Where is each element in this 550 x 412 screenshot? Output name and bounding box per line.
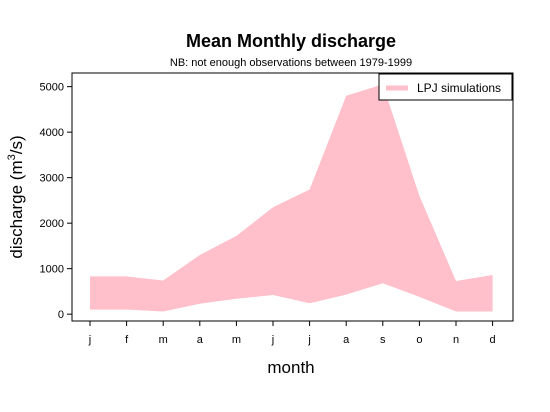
y-axis-title-superscript: 3 [6, 154, 18, 160]
chart-title: Mean Monthly discharge [186, 31, 396, 51]
y-tick-label: 1000 [40, 264, 64, 276]
area-layer [90, 84, 493, 312]
y-tick-label: 5000 [40, 82, 64, 94]
x-tick-label: n [453, 334, 459, 346]
x-tick-label: m [159, 334, 168, 346]
x-tick-label: o [416, 334, 422, 346]
y-tick-label: 3000 [40, 173, 64, 185]
y-axis-title-end: /s) [7, 135, 26, 154]
x-tick-label: j [88, 334, 91, 346]
x-tick-label: m [232, 334, 241, 346]
area-band-series-0 [90, 84, 493, 312]
x-tick-label: a [197, 334, 204, 346]
y-tick-label: 0 [58, 309, 64, 321]
x-axis-title: month [267, 358, 314, 377]
x-tick-label: j [307, 334, 310, 346]
y-tick-label: 4000 [40, 127, 64, 139]
chart-subtitle: NB: not enough observations between 1979… [170, 57, 412, 69]
plot-frame [71, 72, 514, 322]
x-tick-label: j [271, 334, 274, 346]
legend-label: LPJ simulations [417, 81, 501, 95]
y-tick-label: 2000 [40, 218, 64, 230]
legend: LPJ simulations [378, 73, 513, 101]
x-tick-label: a [343, 334, 350, 346]
x-tick-label: f [125, 334, 129, 346]
y-axis-title-main: discharge (m [7, 160, 26, 258]
y-axis-title: discharge (m3/s) [6, 135, 26, 258]
x-tick-label: d [490, 334, 496, 346]
y-axis: 0 1000 2000 3000 4000 5000 [40, 82, 72, 321]
x-tick-label: s [380, 334, 386, 346]
